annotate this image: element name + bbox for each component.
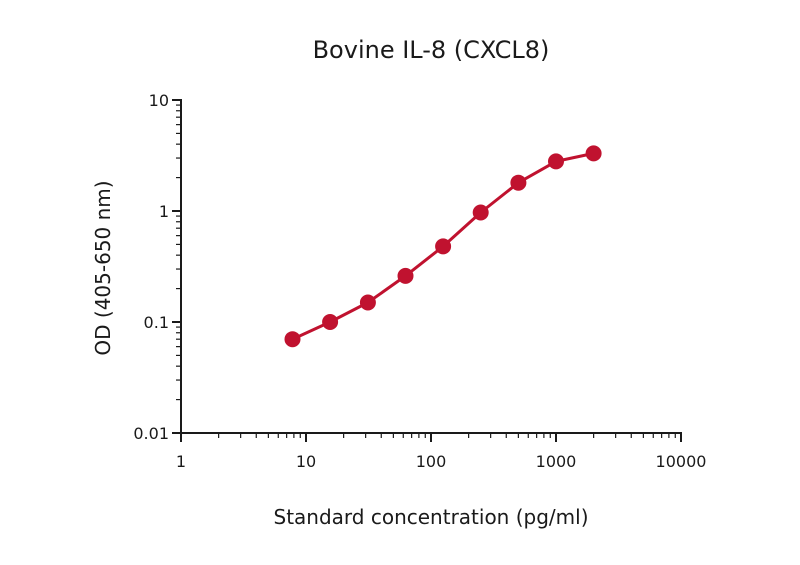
x-tick-label: 10: [296, 452, 316, 471]
series-layer: [284, 145, 602, 348]
data-point: [435, 238, 452, 255]
y-axis-ticks: 0.01 0.1 1 10: [133, 91, 181, 443]
chart-title: Bovine IL-8 (CXCL8): [312, 36, 550, 64]
y-tick-label: 0.01: [133, 424, 169, 443]
data-point: [510, 174, 527, 191]
data-point: [397, 267, 414, 284]
axes: [180, 99, 682, 434]
y-tick-label: 1: [159, 202, 169, 221]
x-axis-ticks: 1 10 100 1000 10000: [176, 433, 707, 471]
x-axis-label: Standard concentration (pg/ml): [273, 505, 589, 529]
data-point: [548, 153, 564, 170]
data-point: [359, 294, 376, 311]
x-tick-label: 1000: [536, 452, 577, 471]
data-point: [284, 331, 301, 348]
x-tick-label: 10000: [656, 452, 707, 471]
y-axis-label: OD (405-650 nm): [91, 180, 115, 356]
x-tick-label: 1: [176, 452, 186, 471]
y-tick-label: 10: [149, 91, 169, 110]
x-tick-label: 100: [416, 452, 447, 471]
data-point: [585, 145, 602, 162]
y-tick-label: 0.1: [144, 313, 169, 332]
data-point: [322, 314, 339, 330]
data-point: [472, 204, 489, 221]
